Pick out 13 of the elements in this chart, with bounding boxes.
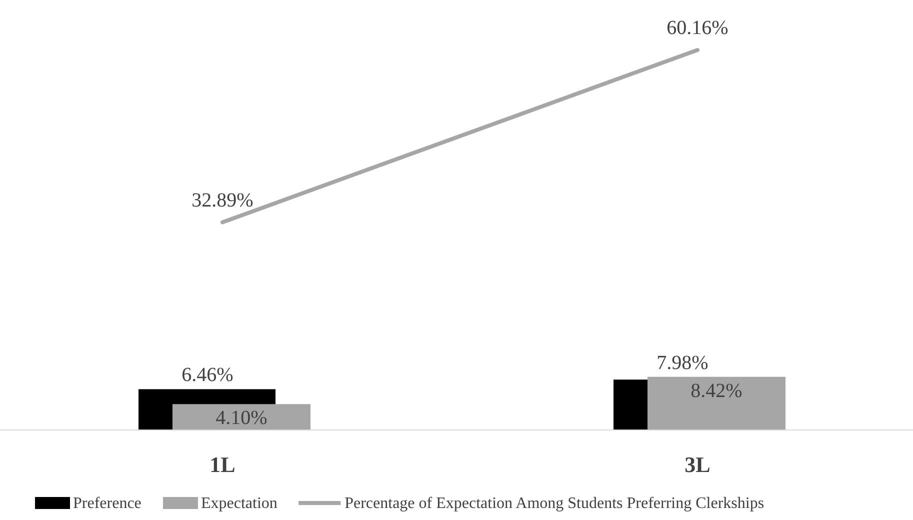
x-tick-label: 3L xyxy=(684,452,710,477)
bar xyxy=(172,404,310,430)
data-label: 7.98% xyxy=(656,352,708,374)
x-tick-label: 1L xyxy=(210,452,236,477)
data-label: 60.16% xyxy=(666,17,728,39)
legend-label: Preference xyxy=(73,495,142,512)
data-label: 6.46% xyxy=(182,364,234,386)
legend-label: Expectation xyxy=(201,495,278,512)
legend-label: Percentage of Expectation Among Students Preferring Clerkships xyxy=(344,495,764,512)
data-label: 4.10% xyxy=(216,407,268,430)
data-label: 32.89% xyxy=(192,189,254,212)
data-label: 8.42% xyxy=(690,380,742,402)
bar xyxy=(648,376,786,430)
